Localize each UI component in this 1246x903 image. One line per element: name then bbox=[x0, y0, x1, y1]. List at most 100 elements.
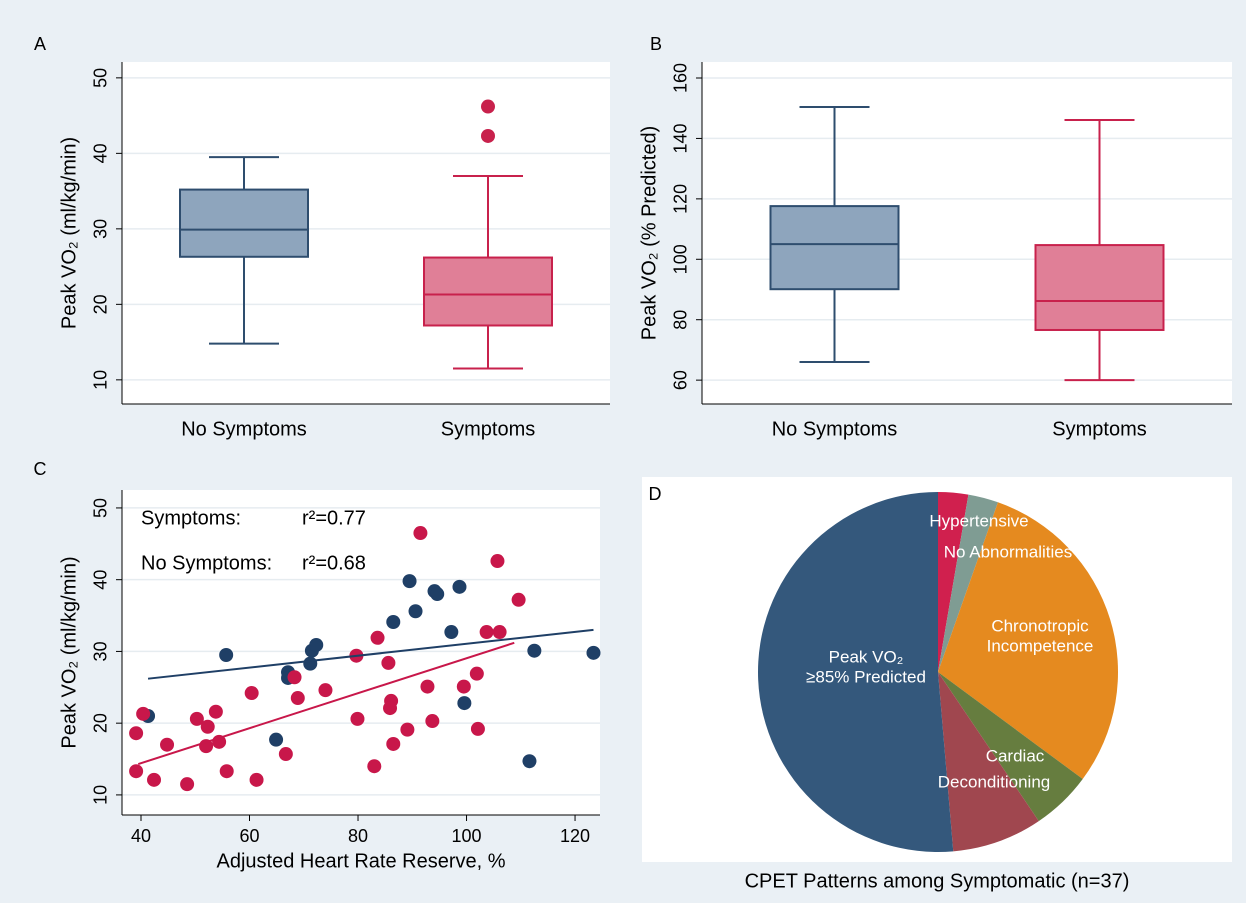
y-tick-label: 100 bbox=[671, 244, 691, 274]
y-tick-label: 10 bbox=[91, 785, 111, 805]
point bbox=[420, 679, 435, 694]
outlier bbox=[481, 99, 495, 114]
point bbox=[244, 686, 259, 701]
point bbox=[381, 655, 396, 670]
y-tick-label: 60 bbox=[671, 370, 691, 390]
x-tick-label: 40 bbox=[131, 826, 151, 846]
point bbox=[269, 732, 284, 747]
point bbox=[511, 592, 526, 607]
point bbox=[290, 691, 305, 706]
y-tick-label: 140 bbox=[671, 123, 691, 153]
x-tick-label: No Symptoms bbox=[181, 418, 307, 440]
point bbox=[350, 711, 365, 726]
x-axis-label: Adjusted Heart Rate Reserve, % bbox=[216, 850, 505, 872]
fit-line bbox=[147, 628, 594, 680]
slice-label: Peak VO₂ bbox=[829, 647, 904, 666]
point bbox=[303, 656, 318, 671]
point bbox=[160, 737, 175, 752]
point bbox=[287, 670, 302, 685]
point bbox=[147, 772, 162, 787]
y-tick-label: 120 bbox=[671, 184, 691, 214]
pie-slice bbox=[938, 494, 998, 672]
y-tick-label: 40 bbox=[91, 570, 111, 590]
pie-slice bbox=[938, 672, 1083, 822]
annotation-label: No Symptoms: bbox=[141, 552, 272, 574]
point bbox=[219, 648, 234, 663]
y-tick-label: 10 bbox=[91, 370, 111, 390]
point bbox=[469, 666, 484, 681]
point bbox=[490, 554, 505, 569]
panel-label: B bbox=[650, 34, 662, 54]
point bbox=[402, 574, 417, 589]
point bbox=[492, 625, 507, 640]
caption: CPET Patterns among Symptomatic (n=37) bbox=[745, 870, 1130, 892]
point bbox=[200, 719, 215, 734]
x-tick-label: 60 bbox=[239, 826, 259, 846]
slice-label: Hypertensive bbox=[929, 511, 1028, 530]
y-tick-label: 30 bbox=[91, 219, 111, 239]
point bbox=[219, 764, 234, 779]
box bbox=[423, 256, 553, 327]
point bbox=[456, 679, 471, 694]
point bbox=[586, 645, 601, 660]
point bbox=[479, 625, 494, 640]
annotation-label: Symptoms: bbox=[141, 507, 241, 529]
y-tick-label: 80 bbox=[671, 310, 691, 330]
point bbox=[470, 721, 485, 736]
x-tick-label: 100 bbox=[452, 826, 482, 846]
y-tick-label: 20 bbox=[91, 713, 111, 733]
point bbox=[386, 615, 401, 630]
pie-slice bbox=[938, 492, 969, 672]
y-tick-label: 50 bbox=[91, 498, 111, 518]
point bbox=[370, 630, 385, 645]
point bbox=[386, 736, 401, 751]
point bbox=[527, 643, 542, 658]
panel-label: C bbox=[34, 459, 47, 479]
x-tick-label: No Symptoms bbox=[772, 418, 898, 440]
point bbox=[430, 587, 445, 602]
point bbox=[129, 764, 144, 779]
point bbox=[444, 625, 459, 640]
slice-label: Deconditioning bbox=[938, 772, 1050, 791]
box bbox=[1034, 244, 1165, 331]
point bbox=[522, 754, 537, 769]
point bbox=[309, 637, 324, 652]
point bbox=[318, 683, 333, 698]
annotation-value: r²=0.77 bbox=[302, 507, 366, 529]
point bbox=[452, 579, 467, 594]
slice-label: ≥85% Predicted bbox=[806, 667, 926, 686]
slice-label: No Abnormalities bbox=[944, 542, 1073, 561]
y-tick-label: 30 bbox=[91, 641, 111, 661]
panel-label: D bbox=[649, 484, 662, 504]
box bbox=[179, 188, 309, 258]
point bbox=[129, 726, 144, 741]
y-tick-label: 50 bbox=[91, 68, 111, 88]
slice-label: Cardiac bbox=[986, 746, 1045, 765]
outlier bbox=[481, 128, 495, 143]
slice-label: Chronotropic bbox=[991, 616, 1089, 635]
fit-line bbox=[137, 641, 515, 766]
y-axis-label: Peak VO₂ (% Predicted) bbox=[638, 126, 660, 341]
point bbox=[180, 777, 195, 792]
point bbox=[425, 714, 440, 729]
x-tick-label: 120 bbox=[560, 826, 590, 846]
point bbox=[408, 604, 423, 619]
y-axis-label: Peak VO₂ (ml/kg/min) bbox=[58, 556, 80, 748]
point bbox=[367, 759, 382, 774]
point bbox=[400, 722, 415, 737]
pie-slice bbox=[758, 491, 954, 852]
point bbox=[413, 526, 428, 541]
point bbox=[278, 747, 293, 762]
annotation-value: r²=0.68 bbox=[302, 552, 366, 574]
point bbox=[249, 772, 264, 787]
pie-slice bbox=[938, 502, 1118, 780]
x-tick-label: 80 bbox=[348, 826, 368, 846]
box bbox=[769, 205, 900, 291]
y-tick-label: 40 bbox=[91, 143, 111, 163]
y-tick-label: 20 bbox=[91, 294, 111, 314]
x-tick-label: Symptoms bbox=[441, 418, 535, 440]
pie-slice bbox=[938, 672, 1039, 852]
point bbox=[457, 696, 472, 711]
slice-label: Incompetence bbox=[987, 636, 1094, 655]
